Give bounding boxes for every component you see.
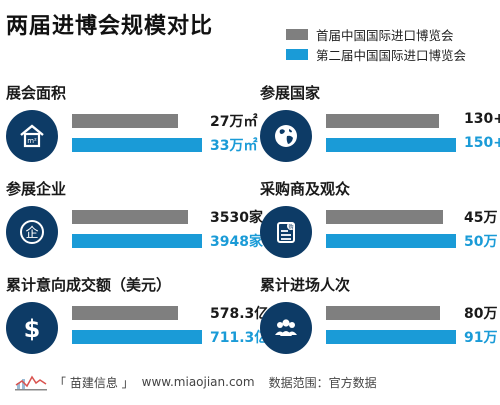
bar-second-expo — [326, 330, 456, 344]
bar-second-expo — [326, 234, 456, 248]
enterprise-icon: 企 — [6, 206, 58, 258]
footer-url: www.miaojian.com — [141, 375, 255, 389]
legend: 首届中国国际进口博览会 第二届中国国际进口博览会 — [286, 24, 466, 64]
bar-first-expo — [326, 114, 439, 128]
value-label-second-expo: 711.3亿 — [210, 330, 269, 346]
value-label-first-expo: 3530家 — [210, 210, 263, 226]
panel-title: 参展国家 — [260, 84, 321, 102]
footer: 「 苗建信息 」 www.miaojian.com 数据范围：官方数据 — [0, 368, 500, 396]
bar-first-expo — [72, 114, 178, 128]
panel-title: 采购商及观众 — [260, 180, 351, 198]
bar-first-expo — [72, 306, 178, 320]
value-label-first-expo: 578.3亿 — [210, 306, 269, 322]
value-label-second-expo: 91万 — [464, 330, 498, 346]
value-label-second-expo: 50万 — [464, 234, 498, 250]
bar-first-expo — [72, 210, 188, 224]
legend-label-second: 第二届中国国际进口博览会 — [316, 47, 467, 63]
people-icon — [260, 302, 312, 354]
value-label-first-expo: 80万 — [464, 306, 498, 322]
bar-first-expo — [326, 306, 440, 320]
legend-label-first: 首届中国国际进口博览会 — [316, 27, 454, 43]
footer-brand: 「 苗建信息 」 — [54, 375, 134, 390]
panel-title: 累计意向成交额（美元） — [6, 276, 172, 294]
panel-title: 累计进场人次 — [260, 276, 351, 294]
value-label-first-expo: 130+ — [464, 111, 500, 127]
bar-second-expo — [326, 138, 456, 152]
bar-first-expo — [326, 210, 443, 224]
panel-title: 展会面积 — [6, 84, 67, 102]
panel-3: 参展企业企 3530家 3948家 — [6, 178, 263, 266]
value-label-second-expo: 33万㎡ — [210, 138, 258, 154]
house-icon: m² — [6, 110, 58, 162]
panel-5: 累计意向成交额（美元） $578.3亿 711.3亿 — [6, 274, 268, 362]
bar-second-expo — [72, 138, 202, 152]
legend-item-second: 第二届中国国际进口博览会 — [286, 44, 466, 64]
panel-title: 参展企业 — [6, 180, 67, 198]
brand-logo-icon — [15, 375, 47, 391]
bar-second-expo — [72, 330, 202, 344]
value-label-first-expo: 27万㎡ — [210, 114, 258, 130]
footer-source: 数据范围：官方数据 — [268, 375, 377, 390]
svg-text:$: $ — [24, 315, 41, 343]
panel-4: 采购商及观众购 45万 50万 — [260, 178, 500, 266]
panel-6: 累计进场人次 80万 91万 — [260, 274, 500, 362]
svg-text:m²: m² — [27, 137, 37, 145]
panel-1: 展会面积 m² 27万㎡ 33万㎡ — [6, 82, 257, 170]
legend-swatch-first — [286, 28, 308, 40]
svg-text:企: 企 — [25, 225, 38, 241]
svg-text:购: 购 — [288, 224, 293, 231]
legend-swatch-second — [286, 48, 308, 60]
globe-icon — [260, 110, 312, 162]
value-label-second-expo: 3948家 — [210, 234, 263, 250]
purchase-list-icon: 购 — [260, 206, 312, 258]
bar-second-expo — [72, 234, 202, 248]
value-label-second-expo: 150+ — [464, 135, 500, 151]
dollar-icon: $ — [6, 302, 58, 354]
chart-title: 两届进博会规模对比 — [6, 14, 214, 39]
panel-2: 参展国家 130+ 150+ — [260, 82, 500, 170]
legend-item-first: 首届中国国际进口博览会 — [286, 24, 466, 44]
value-label-first-expo: 45万 — [464, 210, 498, 226]
